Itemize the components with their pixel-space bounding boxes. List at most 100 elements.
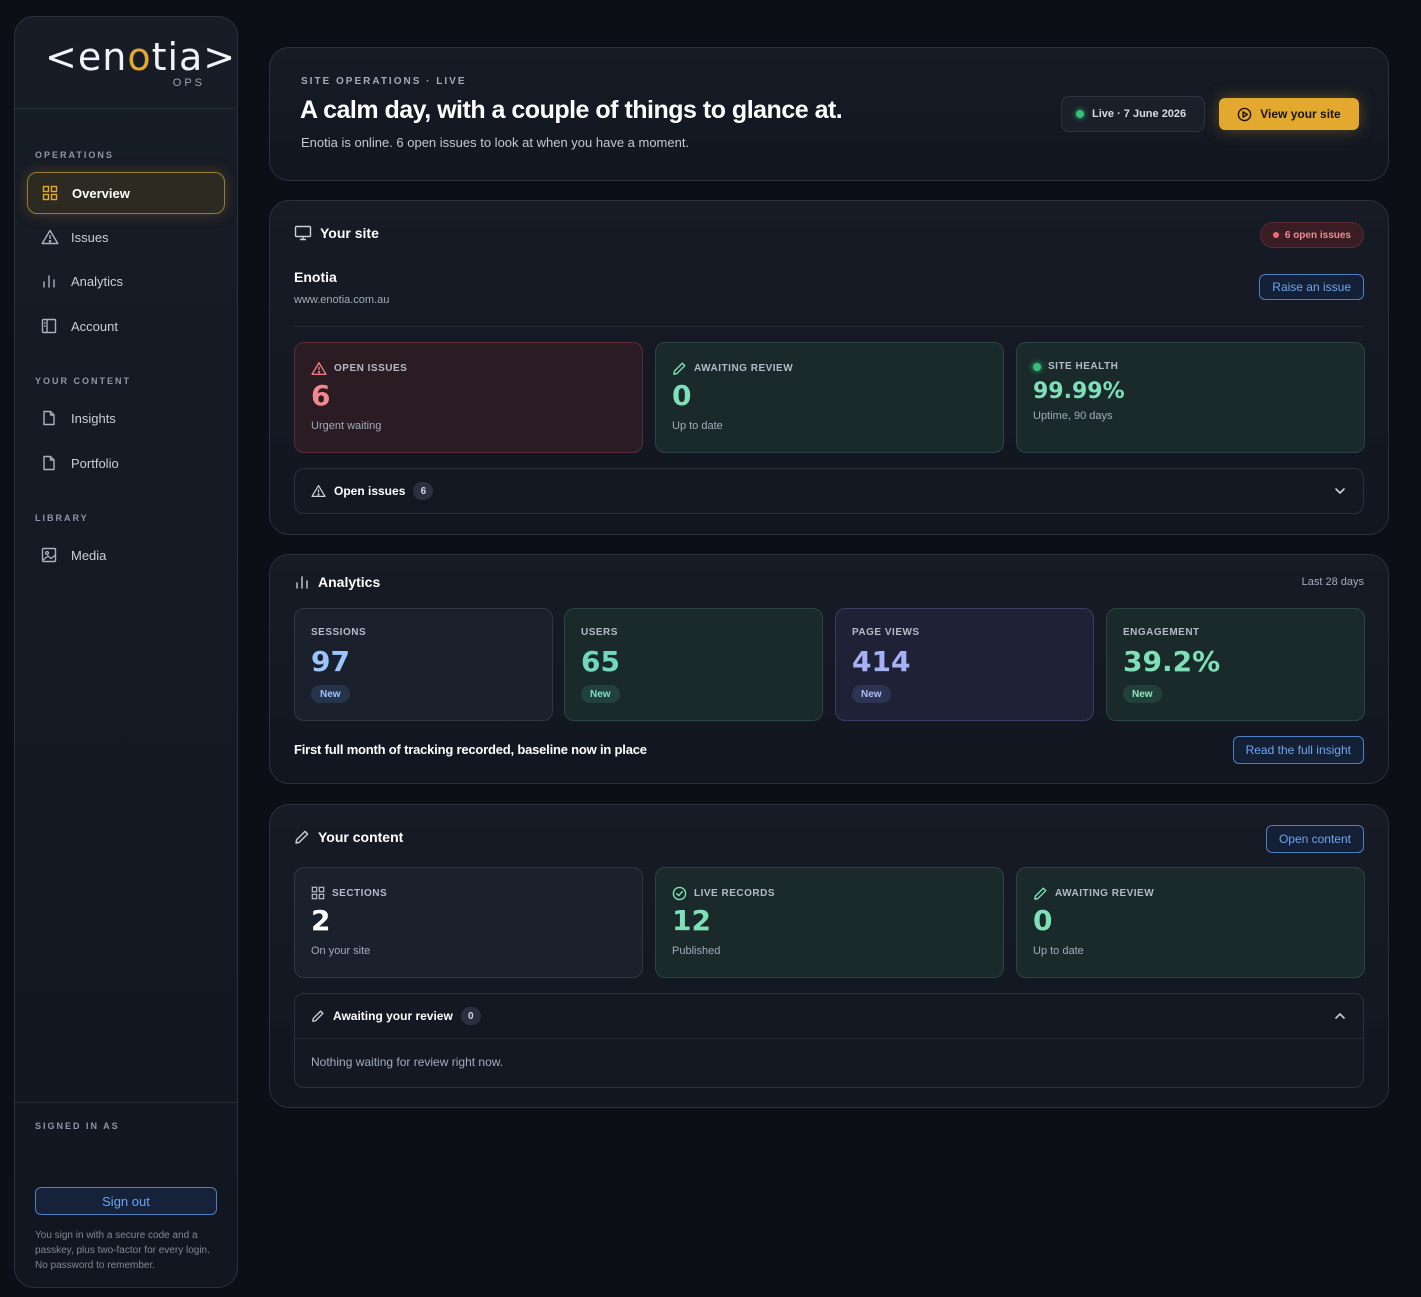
stat-value: 12 — [672, 904, 711, 937]
stat-value: 0 — [672, 379, 692, 412]
sidebar-item-label: Issues — [71, 229, 109, 245]
stat-value: 0 — [1033, 904, 1053, 937]
page-title: A calm day, with a couple of things to g… — [300, 96, 843, 124]
stat-label: PAGE VIEWS — [852, 627, 920, 638]
site-url[interactable]: www.enotia.com.au — [294, 294, 390, 306]
open-issues-badge[interactable]: 6 open issues — [1259, 222, 1364, 248]
sidebar-item-analytics[interactable]: Analytics — [27, 260, 225, 302]
sidebar-item-label: Portfolio — [71, 455, 119, 471]
empty-state-text: Nothing waiting for review right now. — [311, 1055, 504, 1069]
open-issues-accordion[interactable]: Open issues 6 — [294, 468, 1364, 514]
chevron-down-icon[interactable] — [1333, 484, 1347, 498]
your-content-heading: Your content — [294, 829, 403, 845]
sidebar-item-label: Media — [71, 547, 107, 563]
pencil-icon — [294, 829, 310, 845]
raise-issue-button[interactable]: Raise an issue — [1259, 274, 1364, 300]
your-site-title: Your site — [320, 225, 379, 241]
stat-value: 39.2% — [1123, 645, 1221, 678]
warning-icon — [311, 361, 327, 376]
your-content-panel: Your content Open content SECTIONS 2 On … — [269, 804, 1389, 1108]
pencil-icon — [1033, 886, 1048, 901]
signed-in-section: SIGNED IN AS Sign out You sign in with a… — [15, 1102, 237, 1271]
awaiting-review-accordion[interactable]: Awaiting your review 0 Nothing waiting f… — [294, 993, 1364, 1088]
sidebar-item-label: Analytics — [71, 273, 124, 289]
page-views-card[interactable]: PAGE VIEWS 414 New — [835, 608, 1094, 721]
sidebar-item-label: Overview — [72, 185, 130, 201]
live-records-card[interactable]: LIVE RECORDS 12 Published — [655, 867, 1004, 978]
new-badge: New — [1123, 685, 1162, 703]
your-content-title: Your content — [318, 829, 404, 845]
chevron-up-icon[interactable] — [1333, 1009, 1347, 1023]
new-badge: New — [311, 685, 350, 703]
stat-value: 6 — [311, 379, 331, 412]
health-dot-icon — [1033, 362, 1041, 371]
stat-sub: Up to date — [672, 420, 723, 432]
sidebar-item-media[interactable]: Media — [27, 534, 225, 576]
image-icon — [41, 547, 57, 563]
sign-in-note: You sign in with a secure code and a pas… — [35, 1230, 210, 1271]
grid-icon — [42, 185, 58, 201]
stat-label: ENGAGEMENT — [1123, 627, 1200, 638]
sidebar-item-insights[interactable]: Insights — [27, 397, 225, 439]
count-badge: 6 — [413, 482, 434, 500]
live-status-pill: Live · 7 June 2026 — [1061, 96, 1205, 132]
your-site-heading: Your site — [294, 225, 379, 241]
stat-value: 99.99% — [1033, 379, 1125, 404]
sessions-card[interactable]: SESSIONS 97 New — [294, 608, 553, 721]
stat-label: OPEN ISSUES — [311, 361, 407, 376]
accordion-label: Open issues — [334, 484, 406, 498]
accordion-label: Awaiting your review — [333, 1009, 453, 1023]
stat-label: SITE HEALTH — [1033, 361, 1118, 372]
analytics-panel: Analytics Last 28 days SESSIONS 97 New U… — [269, 554, 1389, 784]
alert-dot-icon — [1272, 232, 1279, 238]
stat-sub: Up to date — [1033, 945, 1084, 957]
sidebar-item-label: Account — [71, 318, 118, 334]
sections-card[interactable]: SECTIONS 2 On your site — [294, 867, 643, 978]
stat-value: 65 — [581, 645, 620, 678]
divider — [295, 1038, 1363, 1039]
content-awaiting-review-card[interactable]: AWAITING REVIEW 0 Up to date — [1016, 867, 1365, 978]
warning-icon — [41, 229, 59, 245]
warning-icon — [311, 484, 326, 498]
stat-sub: Uptime, 90 days — [1033, 410, 1113, 422]
sidebar-item-issues[interactable]: Issues — [27, 216, 225, 258]
analytics-heading: Analytics — [294, 574, 380, 590]
status-dot-icon — [1076, 110, 1084, 118]
nav-section-your-content: YOUR CONTENT — [35, 376, 131, 386]
document-icon — [41, 455, 57, 471]
sidebar-item-account[interactable]: Account — [27, 305, 225, 347]
accordion-header: Awaiting your review 0 — [311, 994, 481, 1038]
sidebar-item-portfolio[interactable]: Portfolio — [27, 442, 225, 484]
grid-icon — [311, 886, 325, 900]
analytics-title: Analytics — [318, 574, 381, 590]
check-circle-icon — [672, 886, 687, 901]
pencil-icon — [672, 361, 687, 376]
brand: <enotia> OPS — [15, 17, 237, 109]
open-issues-badge-text: 6 open issues — [1284, 229, 1351, 241]
read-insight-button[interactable]: Read the full insight — [1232, 736, 1364, 764]
awaiting-review-card[interactable]: AWAITING REVIEW 0 Up to date — [655, 342, 1004, 453]
count-badge: 0 — [460, 1007, 481, 1025]
stat-value: 97 — [311, 645, 350, 678]
bar-chart-icon — [294, 574, 310, 590]
analytics-period: Last 28 days — [1301, 576, 1364, 588]
open-issues-card[interactable]: OPEN ISSUES 6 Urgent waiting — [294, 342, 643, 453]
insight-headline: First full month of tracking recorded, b… — [294, 742, 647, 757]
stat-label: LIVE RECORDS — [672, 886, 775, 901]
logo-subtitle: OPS — [172, 77, 205, 89]
open-content-button[interactable]: Open content — [1265, 825, 1364, 853]
stat-label: USERS — [581, 627, 618, 638]
logo[interactable]: <enotia> — [45, 35, 237, 79]
stat-value: 414 — [852, 645, 911, 678]
view-site-button[interactable]: View your site — [1219, 98, 1359, 130]
sidebar-item-overview[interactable]: Overview — [27, 172, 225, 214]
stat-label: AWAITING REVIEW — [1033, 886, 1154, 901]
users-card[interactable]: USERS 65 New — [564, 608, 823, 721]
stat-value: 2 — [311, 904, 331, 937]
new-badge: New — [581, 685, 620, 703]
site-health-card[interactable]: SITE HEALTH 99.99% Uptime, 90 days — [1016, 342, 1365, 453]
engagement-card[interactable]: ENGAGEMENT 39.2% New — [1106, 608, 1365, 721]
sign-out-button[interactable]: Sign out — [35, 1187, 217, 1215]
hero-eyebrow: SITE OPERATIONS · LIVE — [301, 76, 467, 87]
play-circle-icon — [1237, 107, 1252, 122]
